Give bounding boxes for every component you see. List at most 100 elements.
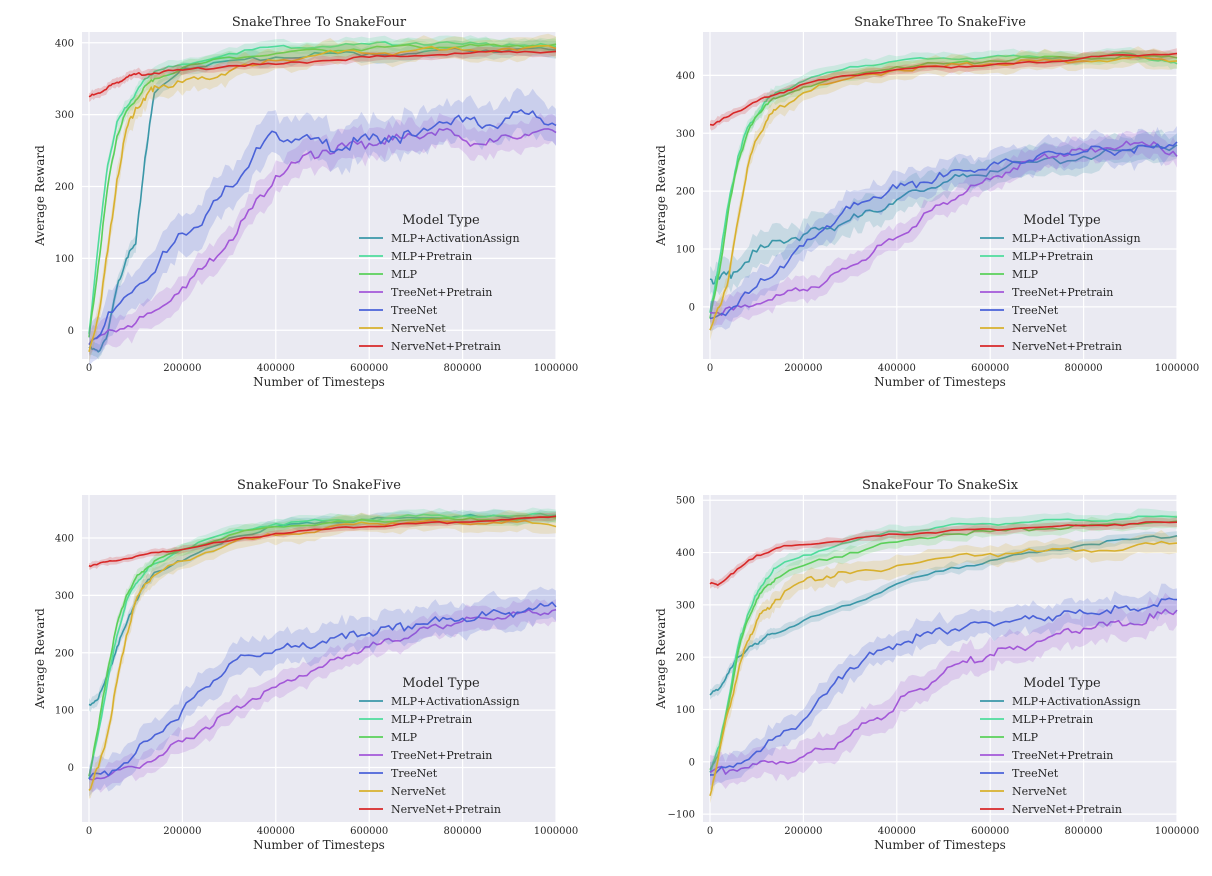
x-tick-label: 200000	[163, 363, 201, 374]
plot-title: SnakeFour To SnakeSix	[862, 478, 1019, 493]
x-tick-label: 800000	[444, 826, 482, 837]
series-band	[89, 113, 556, 357]
x-tick-label: 600000	[350, 363, 388, 374]
y-tick-label: 200	[676, 653, 695, 664]
x-tick-label: 200000	[163, 826, 201, 837]
legend-entry: TreeNet+Pretrain	[391, 286, 492, 299]
y-tick-label: 200	[55, 182, 74, 193]
series-line	[88, 41, 557, 334]
x-tick-label: 1000000	[1155, 363, 1200, 374]
series-band	[710, 583, 1177, 791]
series-line	[709, 54, 1178, 319]
y-axis-label: Average Reward	[654, 608, 668, 710]
y-tick-label: 400	[676, 548, 695, 559]
x-tick-label: 800000	[1065, 826, 1103, 837]
x-tick-label: 200000	[784, 363, 822, 374]
subplot-2: 0 200000 400000 600000 800000 1000000 0 100 200 3…	[654, 15, 1199, 389]
x-axis-label: Number of Timesteps	[874, 838, 1006, 852]
subplot-1: 0 200000 400000 600000 800000 1000000 0 100 200 3…	[33, 15, 578, 389]
series-line	[709, 140, 1178, 316]
y-tick-label: 300	[55, 591, 74, 602]
x-tick-label: 400000	[257, 363, 295, 374]
legend: Model Type MLP+ActivationAssign MLP+Pretra…	[980, 213, 1141, 353]
legend-entry: MLP+ActivationAssign	[1012, 232, 1141, 245]
legend-entry: TreeNet+Pretrain	[391, 749, 492, 762]
series-line	[709, 515, 1178, 773]
series-line	[709, 608, 1178, 775]
legend-entry: NerveNet	[1012, 785, 1067, 798]
legend-entry: MLP	[391, 731, 418, 744]
series-line	[88, 519, 557, 791]
y-tick-label: 0	[68, 763, 74, 774]
x-tick-label: 200000	[784, 826, 822, 837]
y-tick-label: 0	[68, 326, 74, 337]
x-axis-label: Number of Timesteps	[874, 375, 1006, 389]
subplot-3: 0 200000 400000 600000 800000 1000000 0 100 200 3…	[33, 478, 578, 852]
x-tick-label: 1000000	[534, 826, 579, 837]
x-tick-label: 0	[86, 826, 92, 837]
legend-title: Model Type	[402, 213, 480, 228]
x-tick-label: 800000	[1065, 363, 1103, 374]
legend-entry: MLP	[1012, 268, 1039, 281]
plot-area	[703, 32, 1177, 359]
legend-entry: NerveNet+Pretrain	[391, 340, 501, 353]
y-tick-label: 100	[55, 254, 74, 265]
y-tick-label: 200	[676, 187, 695, 198]
legend-title: Model Type	[1023, 213, 1101, 228]
x-tick-label: 400000	[257, 826, 295, 837]
series-band	[89, 512, 556, 570]
legend-entry: MLP+Pretrain	[1012, 713, 1093, 726]
x-tick-label: 600000	[971, 826, 1009, 837]
y-tick-label: 300	[676, 600, 695, 611]
series-band	[710, 129, 1177, 300]
plot-title: SnakeThree To SnakeFive	[854, 15, 1026, 30]
x-tick-label: 600000	[350, 826, 388, 837]
x-tick-label: 400000	[878, 363, 916, 374]
legend-entry: TreeNet+Pretrain	[1012, 286, 1113, 299]
series-line	[710, 597, 1178, 776]
y-tick-label: 300	[55, 110, 74, 121]
y-tick-label: 400	[676, 71, 695, 82]
y-tick-label: 300	[676, 129, 695, 140]
legend-entry: MLP+ActivationAssign	[391, 232, 520, 245]
series-line	[88, 50, 557, 98]
series-line	[709, 55, 1178, 331]
series-line	[88, 601, 557, 780]
series-line	[709, 52, 1178, 126]
legend-entry: NerveNet+Pretrain	[1012, 340, 1122, 353]
series-band	[710, 592, 1177, 789]
y-axis-label: Average Reward	[33, 608, 47, 710]
y-tick-label: −100	[668, 810, 695, 821]
x-tick-label: 600000	[971, 363, 1009, 374]
series-line	[88, 43, 557, 338]
legend-entry: NerveNet+Pretrain	[391, 803, 501, 816]
legend-entry: NerveNet	[391, 785, 446, 798]
x-tick-label: 0	[86, 363, 92, 374]
legend-entry: NerveNet+Pretrain	[1012, 803, 1122, 816]
y-axis-label: Average Reward	[33, 145, 47, 247]
series-band	[89, 598, 556, 793]
series-line	[88, 109, 557, 346]
x-tick-label: 0	[707, 363, 713, 374]
legend-entry: MLP	[1012, 731, 1039, 744]
y-tick-label: 500	[676, 496, 695, 507]
series-band	[89, 586, 556, 797]
y-tick-label: 0	[689, 757, 695, 768]
plot-area	[703, 495, 1177, 822]
series-line	[88, 515, 557, 568]
legend-title: Model Type	[1023, 676, 1101, 691]
legend-entry: MLP	[391, 268, 418, 281]
x-tick-label: 1000000	[1155, 826, 1200, 837]
legend-entry: TreeNet	[1012, 767, 1059, 780]
x-axis-label: Number of Timesteps	[253, 838, 385, 852]
plot-title: SnakeThree To SnakeFour	[232, 15, 407, 30]
legend-entry: MLP+Pretrain	[1012, 250, 1093, 263]
y-axis-label: Average Reward	[654, 145, 668, 247]
legend-entry: TreeNet	[391, 767, 438, 780]
series-line	[709, 520, 1178, 771]
series-line	[709, 144, 1178, 285]
legend: Model Type MLP+ActivationAssign MLP+Pretra…	[359, 676, 520, 816]
legend-entry: MLP+Pretrain	[391, 250, 472, 263]
y-tick-label: 0	[689, 302, 695, 313]
series-line	[88, 127, 557, 346]
